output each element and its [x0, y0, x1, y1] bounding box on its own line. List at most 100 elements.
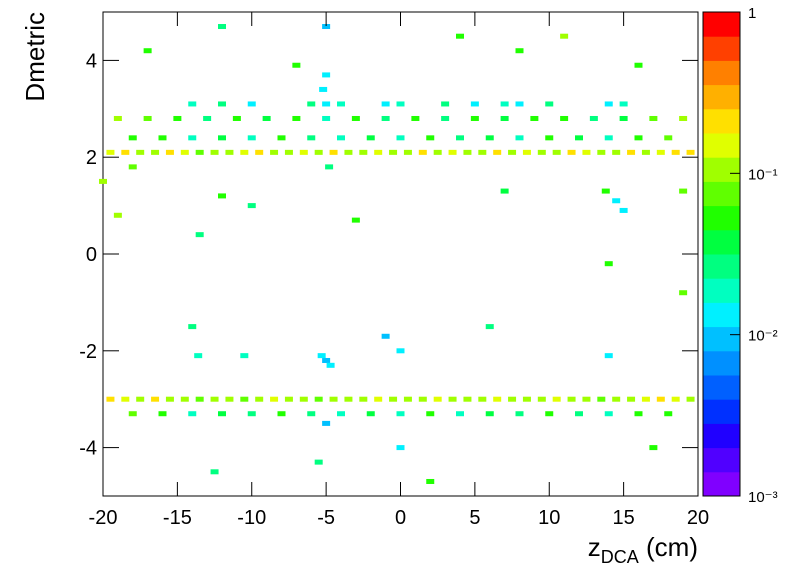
cell	[113, 212, 122, 218]
cell	[396, 445, 405, 451]
cell	[255, 149, 264, 155]
cell	[560, 33, 569, 39]
cell	[284, 396, 293, 402]
colorbar-swatch	[703, 84, 740, 110]
cell	[403, 149, 412, 155]
cell	[515, 135, 524, 141]
cell	[247, 203, 256, 209]
cell	[247, 411, 256, 417]
x-label-unit: (cm)	[639, 532, 698, 562]
cell	[240, 149, 249, 155]
cell	[463, 396, 472, 402]
cell	[121, 149, 130, 155]
z-tick-label: 10⁻²	[748, 328, 778, 345]
cell	[403, 396, 412, 402]
cell	[649, 445, 658, 451]
colorbar-swatch	[703, 471, 740, 497]
colorbar-swatch	[703, 302, 740, 328]
cell	[158, 135, 167, 141]
cell	[195, 396, 204, 402]
colorbar-swatch	[703, 399, 740, 424]
y-tick-label: 2	[86, 147, 97, 169]
cell	[344, 149, 353, 155]
cell	[493, 396, 502, 402]
colorbar-swatch	[703, 254, 740, 279]
cell	[381, 115, 390, 121]
x-label-main: z	[588, 532, 601, 562]
cell	[389, 396, 398, 402]
cell	[508, 149, 517, 155]
cell	[627, 149, 636, 155]
y-axis-title: Dmetric	[20, 12, 50, 102]
cell	[381, 333, 390, 339]
cell	[270, 396, 279, 402]
cell	[195, 232, 204, 238]
cell	[366, 135, 375, 141]
cell	[426, 135, 435, 141]
cell	[478, 396, 487, 402]
cell	[374, 149, 383, 155]
cell	[597, 149, 606, 155]
cell	[604, 135, 613, 141]
cell	[136, 149, 145, 155]
cell	[634, 135, 643, 141]
cell	[165, 396, 174, 402]
cell	[612, 149, 621, 155]
colorbar-border	[702, 11, 741, 497]
x-axis-title: zDCA (cm)	[588, 532, 698, 567]
cell	[344, 396, 353, 402]
cell	[641, 396, 650, 402]
cell	[604, 411, 613, 417]
cell	[232, 115, 241, 121]
cell	[299, 396, 308, 402]
cell	[322, 115, 331, 121]
cell	[456, 135, 464, 141]
cell	[589, 115, 598, 121]
cell	[359, 149, 368, 155]
cell	[485, 135, 494, 141]
cell	[151, 396, 160, 402]
cell	[470, 101, 479, 107]
x-label-sub: DCA	[601, 547, 639, 567]
cell	[136, 396, 145, 402]
cell	[143, 48, 152, 54]
cell	[210, 149, 219, 155]
cell	[441, 101, 450, 107]
cell	[418, 396, 427, 402]
cell	[277, 135, 286, 141]
cell	[515, 48, 524, 54]
cell	[634, 62, 643, 68]
cell	[522, 149, 531, 155]
colorbar-swatch	[703, 350, 740, 376]
colorbar-swatch	[703, 157, 740, 182]
cell	[575, 135, 583, 141]
cell	[322, 72, 331, 78]
colorbar-swatch	[703, 12, 740, 37]
cell	[493, 149, 502, 155]
cell	[619, 115, 628, 121]
cell	[128, 135, 137, 141]
cell	[604, 101, 613, 107]
cell	[508, 396, 517, 402]
colorbar-swatch	[703, 36, 740, 61]
cell	[545, 411, 554, 417]
cell	[601, 188, 610, 194]
cell	[307, 135, 316, 141]
colorbar-swatch	[703, 447, 740, 473]
cell	[604, 261, 613, 267]
cell	[396, 101, 405, 107]
y-tick-label: 0	[86, 244, 97, 266]
cell	[426, 411, 435, 417]
cell	[604, 353, 613, 359]
cell	[247, 101, 256, 107]
cell	[218, 411, 226, 417]
cell	[359, 396, 368, 402]
x-tick-label: 0	[395, 507, 406, 529]
x-tick-label: 15	[613, 507, 635, 529]
cell	[326, 362, 335, 368]
cell	[627, 396, 636, 402]
cell	[188, 101, 197, 107]
cell	[381, 101, 390, 107]
z-tick-label: 10⁻¹	[748, 166, 778, 183]
